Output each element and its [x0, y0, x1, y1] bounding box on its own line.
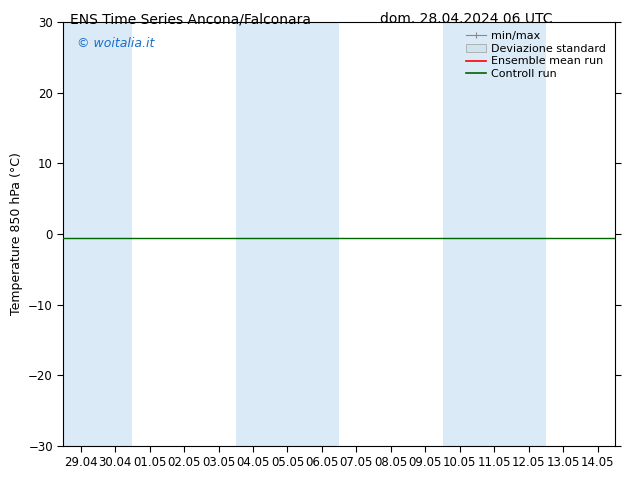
Text: dom. 28.04.2024 06 UTC: dom. 28.04.2024 06 UTC — [380, 12, 552, 26]
Bar — [236, 22, 339, 446]
Text: © woitalia.it: © woitalia.it — [77, 37, 155, 50]
Legend: min/max, Deviazione standard, Ensemble mean run, Controll run: min/max, Deviazione standard, Ensemble m… — [462, 27, 609, 83]
Bar — [443, 22, 546, 446]
Text: ENS Time Series Ancona/Falconara: ENS Time Series Ancona/Falconara — [70, 12, 311, 26]
Bar — [63, 22, 133, 446]
Y-axis label: Temperature 850 hPa (°C): Temperature 850 hPa (°C) — [10, 152, 23, 316]
